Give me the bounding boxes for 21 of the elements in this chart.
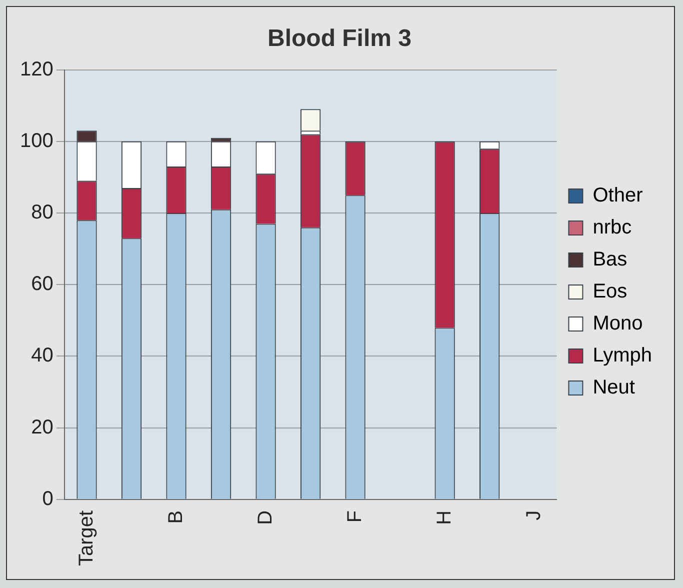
y-tick-label: 100 — [20, 130, 54, 152]
y-tick-label: 120 — [20, 58, 54, 80]
y-tick-label: 80 — [31, 202, 54, 224]
x-tick-label: H — [433, 510, 456, 525]
x-tick-label: J — [522, 510, 545, 520]
legend-label: Other — [592, 184, 644, 207]
x-tick-label: B — [164, 510, 187, 524]
y-tick-label: 0 — [42, 488, 54, 510]
y-tick-label: 40 — [31, 344, 54, 367]
chart-title: Blood Film 3 — [268, 25, 412, 52]
legend-label: Lymph — [592, 344, 652, 367]
legend-label: Bas — [592, 248, 628, 271]
legend-label: nrbc — [592, 216, 632, 239]
y-tick-label: 20 — [31, 416, 54, 438]
legend-label: Mono — [592, 312, 643, 335]
x-tick-label: F — [344, 510, 366, 523]
legend-label: Eos — [592, 280, 628, 303]
x-tick-label: D — [254, 510, 276, 525]
x-tick-label: Target — [75, 510, 98, 566]
legend-label: Neut — [592, 376, 636, 399]
y-tick-label: 60 — [31, 273, 54, 296]
